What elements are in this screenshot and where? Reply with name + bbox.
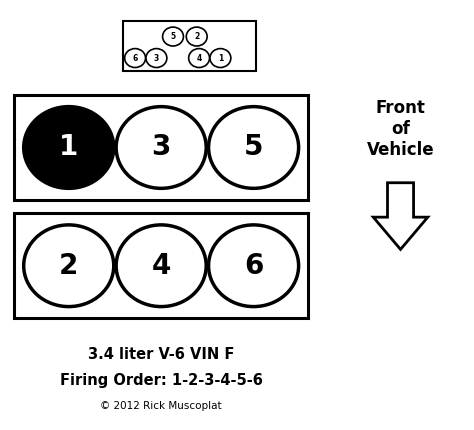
Circle shape — [210, 49, 231, 68]
Circle shape — [163, 27, 183, 46]
Circle shape — [24, 107, 114, 188]
Text: 4: 4 — [152, 252, 171, 280]
Circle shape — [125, 49, 146, 68]
Text: 6: 6 — [244, 252, 263, 280]
Bar — [14, 95, 308, 200]
Text: 2: 2 — [194, 32, 200, 41]
Circle shape — [189, 49, 210, 68]
Circle shape — [24, 225, 114, 307]
Circle shape — [116, 225, 206, 307]
Text: 3: 3 — [152, 133, 171, 162]
Text: 4: 4 — [196, 54, 202, 62]
Polygon shape — [373, 183, 428, 249]
Text: Front
of
Vehicle: Front of Vehicle — [367, 99, 434, 159]
Text: 2: 2 — [59, 252, 78, 280]
Circle shape — [209, 225, 299, 307]
Text: Firing Order: 1-2-3-4-5-6: Firing Order: 1-2-3-4-5-6 — [60, 373, 263, 388]
Text: 5: 5 — [171, 32, 175, 41]
Text: 3.4 liter V-6 VIN F: 3.4 liter V-6 VIN F — [88, 347, 234, 362]
Bar — [123, 22, 256, 71]
Text: 3: 3 — [154, 54, 159, 62]
Text: 5: 5 — [244, 133, 264, 162]
Circle shape — [116, 107, 206, 188]
Circle shape — [146, 49, 167, 68]
Circle shape — [186, 27, 207, 46]
Text: 6: 6 — [132, 54, 138, 62]
Text: 1: 1 — [59, 133, 78, 162]
Text: 1: 1 — [218, 54, 223, 62]
Bar — [14, 213, 308, 318]
Text: © 2012 Rick Muscoplat: © 2012 Rick Muscoplat — [100, 401, 222, 412]
Circle shape — [209, 107, 299, 188]
